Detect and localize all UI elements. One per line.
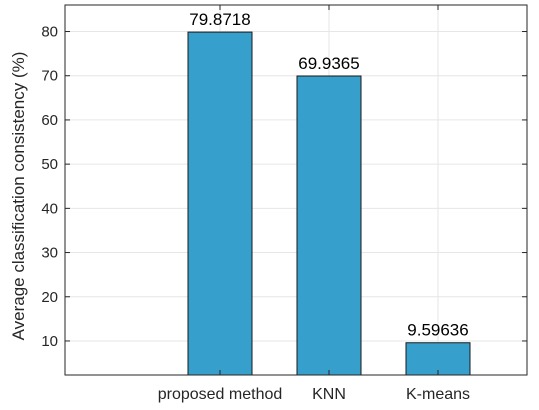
y-tick-label: 40 xyxy=(41,200,58,217)
y-tick-label: 80 xyxy=(41,24,58,41)
y-tick-label: 30 xyxy=(41,245,58,262)
data-label: 69.9365 xyxy=(298,54,359,73)
bar xyxy=(405,342,471,376)
y-tick-label: 10 xyxy=(41,333,58,350)
category-labels: proposed method KNN K-means xyxy=(158,386,470,403)
data-label: 79.8718 xyxy=(189,10,250,29)
bar xyxy=(187,31,253,376)
y-tick-label: 70 xyxy=(41,68,58,85)
y-tick-label: 20 xyxy=(41,289,58,306)
axes xyxy=(64,4,528,376)
y-axis-title: Average classification consistency (%) xyxy=(9,52,28,341)
category-label: proposed method xyxy=(158,386,283,403)
y-tick-label: 50 xyxy=(41,156,58,173)
y-tick-label: 60 xyxy=(41,112,58,129)
category-label: K-means xyxy=(406,386,470,403)
bars xyxy=(187,31,471,376)
data-labels: 79.8718 69.9365 9.59636 xyxy=(189,10,468,340)
plot-frame xyxy=(64,4,528,376)
data-label: 9.59636 xyxy=(407,321,468,340)
grid-lines xyxy=(65,5,527,375)
y-tick-labels: 10 20 30 40 50 60 70 80 xyxy=(41,24,58,350)
bar xyxy=(296,75,362,376)
category-label: KNN xyxy=(312,386,346,403)
